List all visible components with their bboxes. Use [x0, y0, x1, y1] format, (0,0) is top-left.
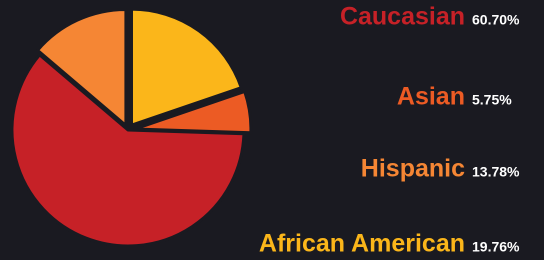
legend-label: Caucasian [340, 3, 465, 31]
value-label: 5.75% [472, 92, 512, 108]
value-label: 60.70% [472, 12, 520, 28]
chart: Caucasian 60.70% Asian 5.75% Hispanic 13.78% A… [0, 0, 544, 260]
legend-label: African American [259, 230, 465, 258]
value-label: 13.78% [472, 164, 520, 180]
page: {"chart_data": {"type": "pie", "categori… [0, 0, 544, 260]
legend-label: Asian [397, 83, 465, 111]
legend-label: Hispanic [361, 155, 465, 183]
value-label: 19.76% [472, 239, 520, 255]
